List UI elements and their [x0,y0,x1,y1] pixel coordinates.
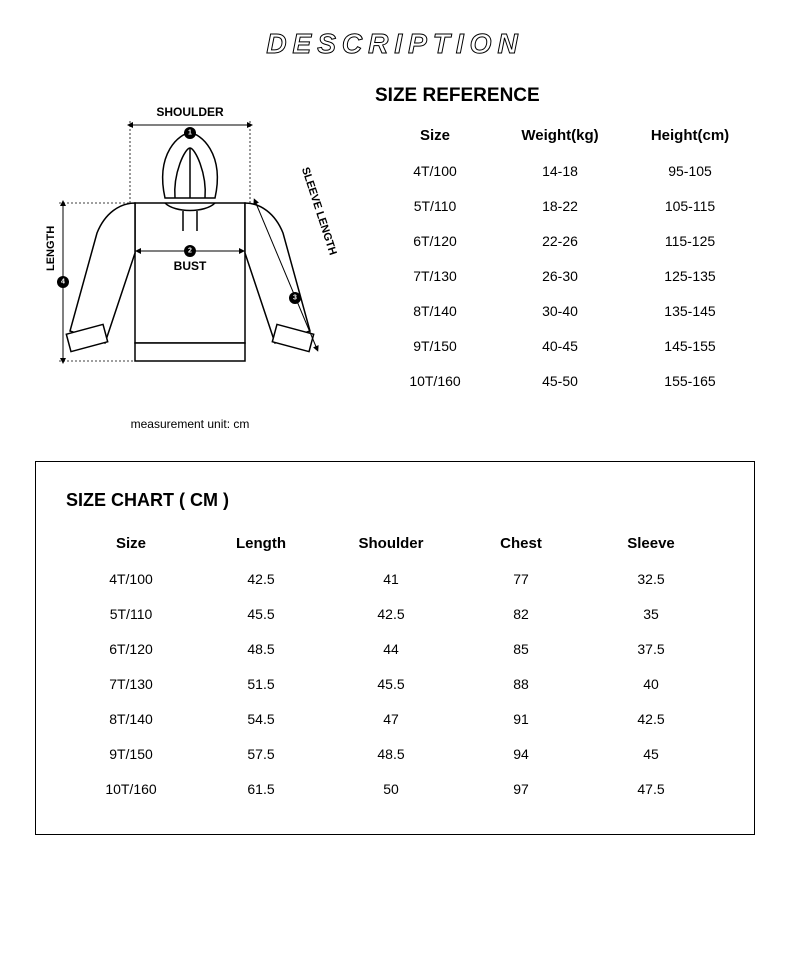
table-cell: 145-155 [625,338,755,354]
col-chest: Chest [456,535,586,552]
table-header-row: Size Weight(kg) Height(cm) [375,127,755,144]
size-reference-table: Size Weight(kg) Height(cm) 4T/10014-1895… [375,127,755,389]
table-cell: 61.5 [196,781,326,797]
size-reference-section: SIZE REFERENCE Size Weight(kg) Height(cm… [365,85,755,431]
col-shoulder: Shoulder [326,535,456,552]
table-row: 9T/15040-45145-155 [375,338,755,354]
table-cell: 8T/140 [66,711,196,727]
table-cell: 44 [326,641,456,657]
table-cell: 18-22 [495,198,625,214]
hoodie-svg: 1 2 4 3 [35,103,345,413]
col-size: Size [66,535,196,552]
table-cell: 47.5 [586,781,716,797]
table-row: 6T/12048.5448537.5 [66,641,724,657]
table-cell: 41 [326,571,456,587]
table-cell: 45.5 [326,676,456,692]
table-cell: 42.5 [196,571,326,587]
table-cell: 125-135 [625,268,755,284]
page-title: DESCRIPTION [0,28,790,60]
table-cell: 97 [456,781,586,797]
table-cell: 22-26 [495,233,625,249]
table-cell: 4T/100 [375,163,495,179]
size-chart-section: SIZE CHART ( CM ) Size Length Shoulder C… [35,461,755,835]
table-cell: 40 [586,676,716,692]
table-cell: 9T/150 [66,746,196,762]
table-cell: 26-30 [495,268,625,284]
table-cell: 57.5 [196,746,326,762]
table-cell: 5T/110 [66,606,196,622]
table-cell: 42.5 [326,606,456,622]
table-cell: 88 [456,676,586,692]
table-cell: 77 [456,571,586,587]
table-cell: 50 [326,781,456,797]
table-cell: 95-105 [625,163,755,179]
table-cell: 135-145 [625,303,755,319]
table-cell: 54.5 [196,711,326,727]
unit-note: measurement unit: cm [35,417,345,431]
table-cell: 35 [586,606,716,622]
table-cell: 94 [456,746,586,762]
table-row: 7T/13026-30125-135 [375,268,755,284]
table-cell: 105-115 [625,198,755,214]
table-row: 7T/13051.545.58840 [66,676,724,692]
table-row: 6T/12022-26115-125 [375,233,755,249]
table-cell: 37.5 [586,641,716,657]
table-cell: 47 [326,711,456,727]
table-cell: 7T/130 [375,268,495,284]
table-cell: 8T/140 [375,303,495,319]
col-height: Height(cm) [625,127,755,144]
table-cell: 7T/130 [66,676,196,692]
table-cell: 42.5 [586,711,716,727]
table-cell: 45-50 [495,373,625,389]
col-size: Size [375,127,495,144]
table-row: 9T/15057.548.59445 [66,746,724,762]
length-label: LENGTH [45,226,57,271]
table-row: 8T/14054.5479142.5 [66,711,724,727]
table-cell: 45 [586,746,716,762]
shoulder-label: SHOULDER [35,105,345,119]
table-cell: 48.5 [196,641,326,657]
table-cell: 91 [456,711,586,727]
col-sleeve: Sleeve [586,535,716,552]
table-row: 8T/14030-40135-145 [375,303,755,319]
table-row: 5T/11018-22105-115 [375,198,755,214]
table-row: 10T/16045-50155-165 [375,373,755,389]
table-cell: 32.5 [586,571,716,587]
marker-shoulder: 1 [188,130,192,137]
marker-length: 4 [61,279,65,286]
bust-label: BUST [35,259,345,273]
table-row: 10T/16061.5509747.5 [66,781,724,797]
diagram-column: SHOULDER BUST LENGTH SLEEVE LENGTH [35,85,365,431]
table-cell: 85 [456,641,586,657]
table-cell: 48.5 [326,746,456,762]
size-chart-title: SIZE CHART ( CM ) [66,490,724,511]
table-row: 5T/11045.542.58235 [66,606,724,622]
table-row: 4T/10042.5417732.5 [66,571,724,587]
table-cell: 5T/110 [375,198,495,214]
table-cell: 115-125 [625,233,755,249]
table-header-row: Size Length Shoulder Chest Sleeve [66,535,724,552]
table-cell: 10T/160 [375,373,495,389]
table-cell: 10T/160 [66,781,196,797]
table-cell: 14-18 [495,163,625,179]
table-cell: 155-165 [625,373,755,389]
marker-bust: 2 [188,248,192,255]
table-cell: 45.5 [196,606,326,622]
table-cell: 30-40 [495,303,625,319]
top-section: SHOULDER BUST LENGTH SLEEVE LENGTH [0,85,790,451]
table-cell: 51.5 [196,676,326,692]
marker-sleeve: 3 [293,295,297,302]
size-reference-title: SIZE REFERENCE [375,85,755,107]
table-cell: 9T/150 [375,338,495,354]
col-length: Length [196,535,326,552]
table-row: 4T/10014-1895-105 [375,163,755,179]
col-weight: Weight(kg) [495,127,625,144]
table-cell: 4T/100 [66,571,196,587]
table-cell: 6T/120 [375,233,495,249]
table-cell: 40-45 [495,338,625,354]
hoodie-diagram: SHOULDER BUST LENGTH SLEEVE LENGTH [35,103,345,413]
table-cell: 6T/120 [66,641,196,657]
table-cell: 82 [456,606,586,622]
